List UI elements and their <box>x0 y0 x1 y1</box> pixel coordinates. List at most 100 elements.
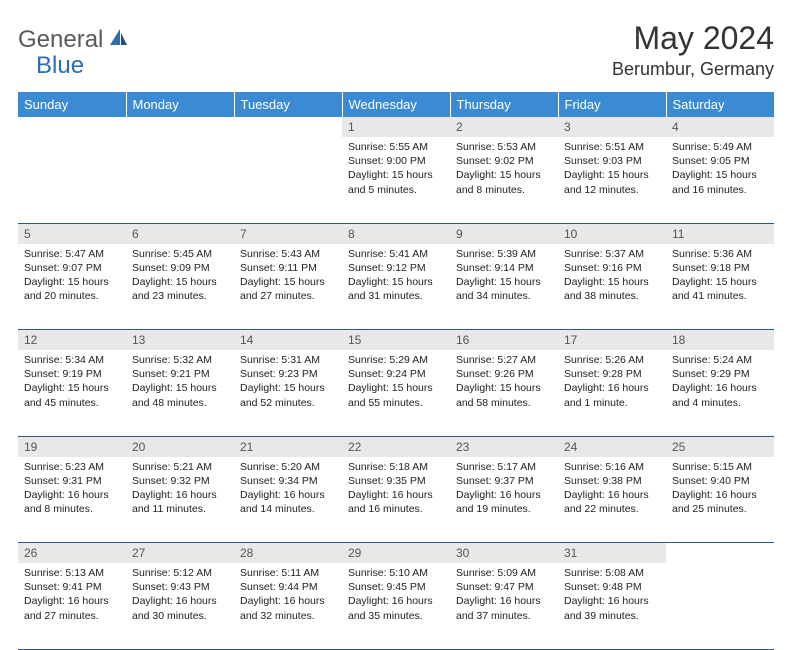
day-number: 23 <box>450 436 558 457</box>
daylight-text: Daylight: 15 hours and 5 minutes. <box>348 168 444 196</box>
day-number: 20 <box>126 436 234 457</box>
day-number: 27 <box>126 543 234 564</box>
week-row: Sunrise: 5:23 AMSunset: 9:31 PMDaylight:… <box>18 457 774 543</box>
day-number: 24 <box>558 436 666 457</box>
week-row: Sunrise: 5:13 AMSunset: 9:41 PMDaylight:… <box>18 563 774 649</box>
day-cell: Sunrise: 5:43 AMSunset: 9:11 PMDaylight:… <box>234 244 342 330</box>
day-cell: Sunrise: 5:10 AMSunset: 9:45 PMDaylight:… <box>342 563 450 649</box>
day-cell: Sunrise: 5:51 AMSunset: 9:03 PMDaylight:… <box>558 137 666 223</box>
day-number: 9 <box>450 223 558 244</box>
sunset-text: Sunset: 9:44 PM <box>240 580 336 594</box>
brand-part2: Blue <box>36 52 84 79</box>
daylight-text: Daylight: 16 hours and 8 minutes. <box>24 488 120 516</box>
day-number: 21 <box>234 436 342 457</box>
day-number: 31 <box>558 543 666 564</box>
sunrise-text: Sunrise: 5:41 AM <box>348 247 444 261</box>
sunset-text: Sunset: 9:45 PM <box>348 580 444 594</box>
sunset-text: Sunset: 9:03 PM <box>564 154 660 168</box>
brand-logo: General <box>18 26 131 54</box>
daylight-text: Daylight: 16 hours and 22 minutes. <box>564 488 660 516</box>
day-number: 5 <box>18 223 126 244</box>
sunrise-text: Sunrise: 5:10 AM <box>348 566 444 580</box>
weekday-tuesday: Tuesday <box>234 92 342 117</box>
sail-icon <box>107 27 129 54</box>
sunrise-text: Sunrise: 5:08 AM <box>564 566 660 580</box>
daylight-text: Daylight: 15 hours and 20 minutes. <box>24 275 120 303</box>
day-number: 26 <box>18 543 126 564</box>
day-cell: Sunrise: 5:27 AMSunset: 9:26 PMDaylight:… <box>450 350 558 436</box>
sunrise-text: Sunrise: 5:20 AM <box>240 460 336 474</box>
day-cell: Sunrise: 5:24 AMSunset: 9:29 PMDaylight:… <box>666 350 774 436</box>
daylight-text: Daylight: 16 hours and 14 minutes. <box>240 488 336 516</box>
sunset-text: Sunset: 9:09 PM <box>132 261 228 275</box>
sunset-text: Sunset: 9:41 PM <box>24 580 120 594</box>
day-number: 15 <box>342 330 450 351</box>
daylight-text: Daylight: 16 hours and 19 minutes. <box>456 488 552 516</box>
day-number: 25 <box>666 436 774 457</box>
daylight-text: Daylight: 15 hours and 16 minutes. <box>672 168 768 196</box>
day-number <box>666 543 774 564</box>
daylight-text: Daylight: 15 hours and 27 minutes. <box>240 275 336 303</box>
daylight-text: Daylight: 16 hours and 1 minute. <box>564 381 660 409</box>
sunrise-text: Sunrise: 5:36 AM <box>672 247 768 261</box>
day-number: 3 <box>558 117 666 137</box>
daylight-text: Daylight: 16 hours and 4 minutes. <box>672 381 768 409</box>
day-number: 7 <box>234 223 342 244</box>
day-number: 22 <box>342 436 450 457</box>
daylight-text: Daylight: 15 hours and 34 minutes. <box>456 275 552 303</box>
day-cell: Sunrise: 5:15 AMSunset: 9:40 PMDaylight:… <box>666 457 774 543</box>
day-number: 6 <box>126 223 234 244</box>
day-number: 14 <box>234 330 342 351</box>
sunset-text: Sunset: 9:29 PM <box>672 367 768 381</box>
day-cell: Sunrise: 5:16 AMSunset: 9:38 PMDaylight:… <box>558 457 666 543</box>
sunrise-text: Sunrise: 5:51 AM <box>564 140 660 154</box>
day-number: 2 <box>450 117 558 137</box>
calendar-body: 1234Sunrise: 5:55 AMSunset: 9:00 PMDayli… <box>18 117 774 649</box>
daynum-row: 1234 <box>18 117 774 137</box>
daylight-text: Daylight: 16 hours and 16 minutes. <box>348 488 444 516</box>
daylight-text: Daylight: 15 hours and 41 minutes. <box>672 275 768 303</box>
daylight-text: Daylight: 16 hours and 27 minutes. <box>24 594 120 622</box>
day-cell: Sunrise: 5:29 AMSunset: 9:24 PMDaylight:… <box>342 350 450 436</box>
day-number: 1 <box>342 117 450 137</box>
day-cell: Sunrise: 5:36 AMSunset: 9:18 PMDaylight:… <box>666 244 774 330</box>
day-number: 16 <box>450 330 558 351</box>
sunset-text: Sunset: 9:11 PM <box>240 261 336 275</box>
sunrise-text: Sunrise: 5:53 AM <box>456 140 552 154</box>
daylight-text: Daylight: 15 hours and 45 minutes. <box>24 381 120 409</box>
daylight-text: Daylight: 16 hours and 11 minutes. <box>132 488 228 516</box>
day-cell: Sunrise: 5:09 AMSunset: 9:47 PMDaylight:… <box>450 563 558 649</box>
daylight-text: Daylight: 15 hours and 23 minutes. <box>132 275 228 303</box>
sunrise-text: Sunrise: 5:34 AM <box>24 353 120 367</box>
sunset-text: Sunset: 9:12 PM <box>348 261 444 275</box>
sunset-text: Sunset: 9:40 PM <box>672 474 768 488</box>
sunrise-text: Sunrise: 5:18 AM <box>348 460 444 474</box>
sunset-text: Sunset: 9:37 PM <box>456 474 552 488</box>
day-cell: Sunrise: 5:37 AMSunset: 9:16 PMDaylight:… <box>558 244 666 330</box>
daylight-text: Daylight: 16 hours and 35 minutes. <box>348 594 444 622</box>
daylight-text: Daylight: 16 hours and 37 minutes. <box>456 594 552 622</box>
sunrise-text: Sunrise: 5:21 AM <box>132 460 228 474</box>
sunrise-text: Sunrise: 5:29 AM <box>348 353 444 367</box>
day-cell: Sunrise: 5:55 AMSunset: 9:00 PMDaylight:… <box>342 137 450 223</box>
sunrise-text: Sunrise: 5:47 AM <box>24 247 120 261</box>
sunset-text: Sunset: 9:35 PM <box>348 474 444 488</box>
day-cell: Sunrise: 5:53 AMSunset: 9:02 PMDaylight:… <box>450 137 558 223</box>
sunrise-text: Sunrise: 5:27 AM <box>456 353 552 367</box>
daylight-text: Daylight: 15 hours and 52 minutes. <box>240 381 336 409</box>
sunrise-text: Sunrise: 5:39 AM <box>456 247 552 261</box>
sunset-text: Sunset: 9:47 PM <box>456 580 552 594</box>
day-cell: Sunrise: 5:23 AMSunset: 9:31 PMDaylight:… <box>18 457 126 543</box>
sunset-text: Sunset: 9:00 PM <box>348 154 444 168</box>
week-row: Sunrise: 5:55 AMSunset: 9:00 PMDaylight:… <box>18 137 774 223</box>
daylight-text: Daylight: 16 hours and 30 minutes. <box>132 594 228 622</box>
sunrise-text: Sunrise: 5:55 AM <box>348 140 444 154</box>
sunrise-text: Sunrise: 5:15 AM <box>672 460 768 474</box>
day-number <box>234 117 342 137</box>
sunrise-text: Sunrise: 5:23 AM <box>24 460 120 474</box>
sunset-text: Sunset: 9:05 PM <box>672 154 768 168</box>
daynum-row: 12131415161718 <box>18 330 774 351</box>
weekday-sunday: Sunday <box>18 92 126 117</box>
daynum-row: 19202122232425 <box>18 436 774 457</box>
sunset-text: Sunset: 9:24 PM <box>348 367 444 381</box>
